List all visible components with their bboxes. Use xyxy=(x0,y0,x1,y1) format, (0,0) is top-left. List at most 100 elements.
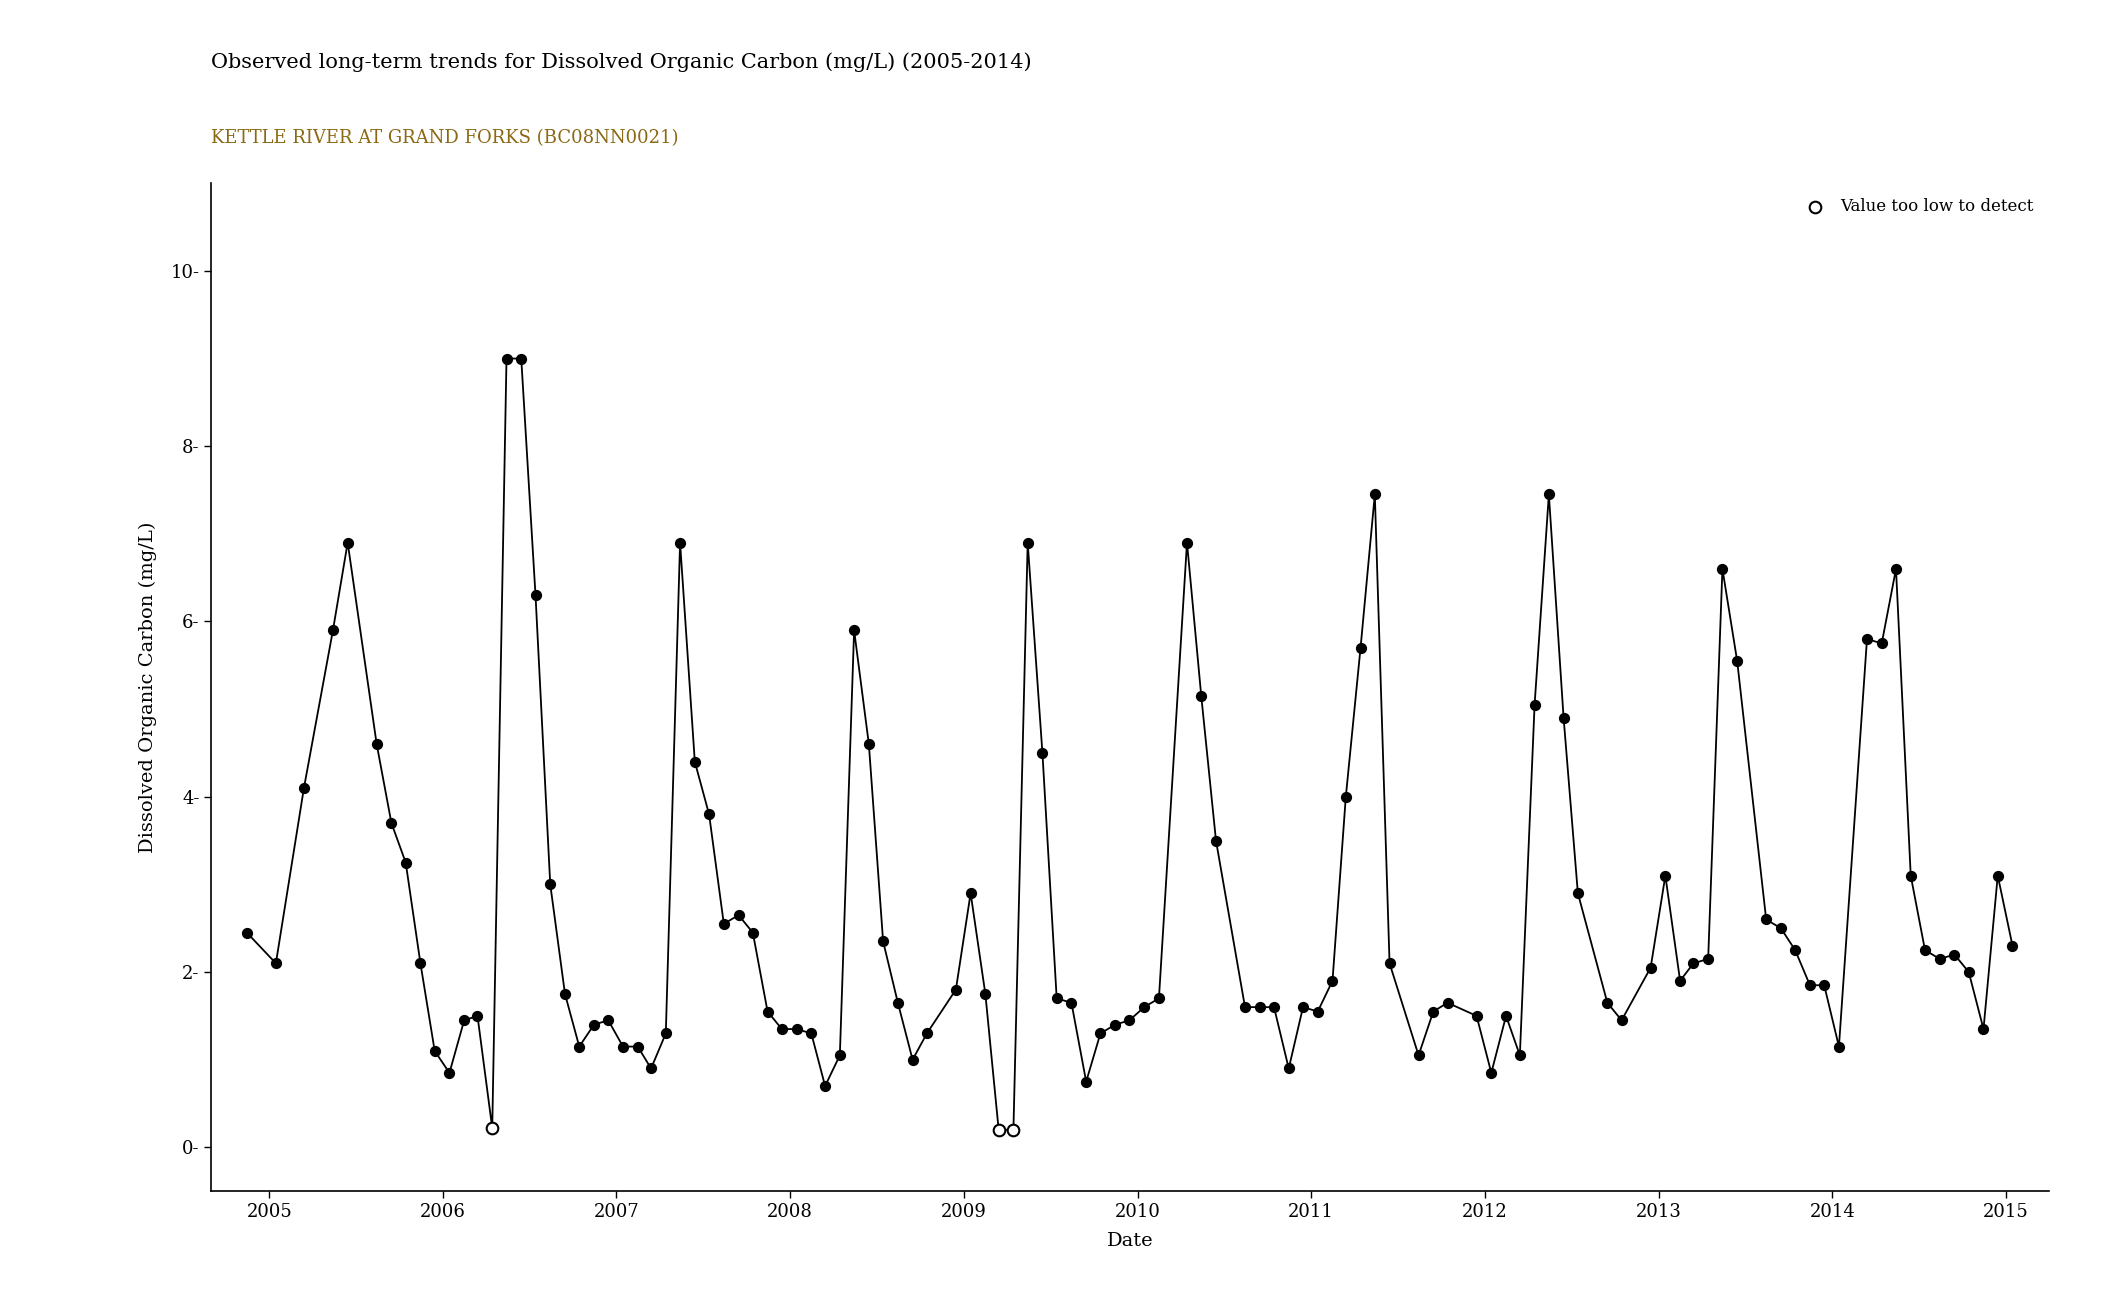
Point xyxy=(1083,1022,1117,1043)
Point xyxy=(648,1022,682,1043)
Point xyxy=(460,1005,494,1026)
Point xyxy=(851,734,885,755)
Point xyxy=(1271,1058,1305,1079)
Point xyxy=(606,1037,640,1058)
Point xyxy=(1316,970,1350,991)
Point xyxy=(1200,830,1233,851)
Point xyxy=(881,992,914,1013)
Point xyxy=(374,813,408,834)
Point xyxy=(1128,996,1162,1017)
Point xyxy=(824,1045,857,1066)
Point xyxy=(693,804,727,825)
Point xyxy=(1590,992,1624,1013)
Point xyxy=(1649,865,1683,886)
Point xyxy=(520,585,553,606)
Point xyxy=(678,751,712,772)
Point xyxy=(1054,992,1088,1013)
Point xyxy=(1966,1018,2000,1039)
Point xyxy=(634,1058,667,1079)
Point xyxy=(1996,936,2030,957)
Point xyxy=(1257,996,1290,1017)
Point xyxy=(982,1119,1016,1140)
Point xyxy=(1937,944,1970,965)
Point xyxy=(1880,559,1913,580)
Point xyxy=(621,1037,655,1058)
Point xyxy=(490,348,524,369)
Point xyxy=(1170,533,1204,554)
Point xyxy=(708,914,741,935)
Point xyxy=(895,1050,929,1071)
Point xyxy=(562,1037,596,1058)
Point xyxy=(1721,651,1755,672)
Point xyxy=(1922,949,1956,970)
Point xyxy=(1664,970,1698,991)
Point xyxy=(866,931,900,952)
Point xyxy=(1605,1009,1639,1030)
Point xyxy=(809,1076,843,1097)
Point xyxy=(735,922,769,942)
Point xyxy=(1343,637,1377,658)
Point xyxy=(1778,940,1812,961)
Point xyxy=(910,1022,944,1043)
Point xyxy=(722,905,756,925)
Point xyxy=(794,1022,828,1043)
Point xyxy=(1793,975,1827,996)
Point xyxy=(230,922,264,942)
Point xyxy=(577,1014,610,1035)
Point xyxy=(1489,1005,1523,1026)
Point xyxy=(433,1063,467,1084)
Point xyxy=(969,983,1003,1004)
Point xyxy=(1358,484,1392,505)
Point xyxy=(1546,707,1580,728)
Point xyxy=(1098,1014,1132,1035)
Point xyxy=(591,1009,625,1030)
Point xyxy=(534,874,568,895)
Legend: Value too low to detect: Value too low to detect xyxy=(1791,191,2040,223)
Point xyxy=(1113,1009,1147,1030)
Point xyxy=(403,953,437,974)
Point xyxy=(1692,949,1726,970)
Point xyxy=(1823,1037,1856,1058)
Point xyxy=(1301,1001,1335,1022)
Y-axis label: Dissolved Organic Carbon (mg/L): Dissolved Organic Carbon (mg/L) xyxy=(137,521,156,853)
Point xyxy=(1402,1045,1436,1066)
Point xyxy=(1459,1005,1493,1026)
Text: Observed long-term trends for Dissolved Organic Carbon (mg/L) (2005-2014): Observed long-term trends for Dissolved … xyxy=(211,52,1033,72)
Point xyxy=(1561,882,1595,903)
Point xyxy=(1430,992,1464,1013)
Point xyxy=(750,1001,784,1022)
Point xyxy=(765,1018,798,1039)
Point xyxy=(1865,634,1899,654)
Point xyxy=(1026,742,1060,763)
Point xyxy=(1894,865,1928,886)
Point xyxy=(1677,953,1711,974)
Point xyxy=(663,533,697,554)
Point xyxy=(505,348,539,369)
X-axis label: Date: Date xyxy=(1107,1232,1153,1250)
Point xyxy=(1143,988,1176,1009)
Point xyxy=(1504,1045,1538,1066)
Point xyxy=(1531,484,1565,505)
Point xyxy=(955,882,988,903)
Point xyxy=(1981,865,2015,886)
Point xyxy=(1706,559,1740,580)
Point xyxy=(359,734,393,755)
Point xyxy=(1328,787,1362,808)
Point xyxy=(1069,1071,1102,1092)
Point xyxy=(549,983,583,1004)
Point xyxy=(1012,533,1045,554)
Point xyxy=(287,778,321,798)
Point xyxy=(1185,686,1219,707)
Point xyxy=(1519,694,1552,715)
Point xyxy=(1907,940,1941,961)
Point xyxy=(1474,1063,1508,1084)
Point xyxy=(317,619,351,640)
Text: KETTLE RIVER AT GRAND FORKS (BC08NN0021): KETTLE RIVER AT GRAND FORKS (BC08NN0021) xyxy=(211,128,678,147)
Point xyxy=(1242,996,1276,1017)
Point xyxy=(1039,988,1073,1009)
Point xyxy=(1764,918,1797,939)
Point xyxy=(389,852,422,873)
Point xyxy=(1286,996,1320,1017)
Point xyxy=(1850,628,1884,649)
Point xyxy=(1417,1001,1451,1022)
